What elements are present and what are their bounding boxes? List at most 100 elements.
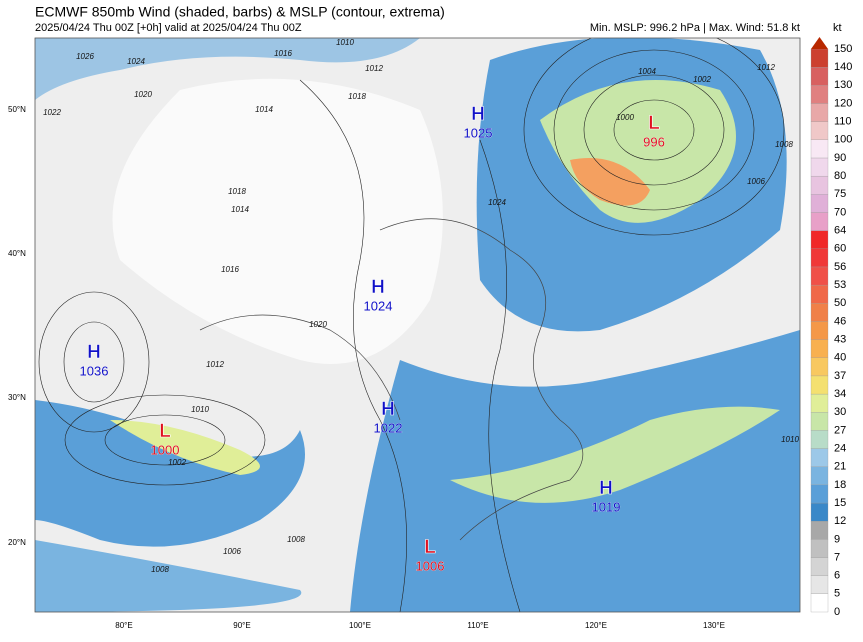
contour-label: 1010 — [336, 38, 354, 47]
center-kind: H — [471, 104, 485, 125]
colorbar-label: 90 — [834, 152, 846, 164]
contour-label: 1008 — [775, 140, 793, 149]
colorbar-label: 110 — [834, 116, 852, 128]
colorbar-label: 56 — [834, 261, 846, 273]
contour-label: 1016 — [274, 49, 292, 58]
colorbar-label: 40 — [834, 352, 846, 364]
colorbar-label: 43 — [834, 333, 846, 345]
colorbar-swatch — [810, 521, 829, 540]
contour-label: 1026 — [76, 52, 94, 61]
lon-label: 110°E — [467, 621, 488, 630]
colorbar-swatch — [810, 375, 829, 395]
center-value: 1000 — [151, 442, 180, 457]
colorbar-swatch — [810, 67, 829, 86]
contour-label: 1004 — [638, 67, 656, 76]
colorbar-swatch — [810, 557, 829, 576]
colorbar-label: 150 — [834, 43, 852, 55]
colorbar-swatch — [810, 139, 829, 159]
contour-label: 1024 — [488, 198, 506, 207]
colorbar-label: 75 — [834, 188, 846, 200]
colorbar-swatch — [810, 575, 829, 594]
colorbar-label: 46 — [834, 315, 846, 327]
colorbar-label: 50 — [834, 297, 846, 309]
colorbar-swatch — [810, 103, 829, 122]
lat-label: 50°N — [8, 105, 26, 114]
contour-label: 1008 — [151, 565, 169, 574]
center-kind: H — [87, 342, 101, 363]
colorbar-label: 7 — [834, 551, 840, 563]
center-value: 1019 — [592, 499, 621, 514]
colorbar-swatch — [810, 502, 829, 522]
colorbar-swatch — [810, 484, 829, 504]
subtitle: 2025/04/24 Thu 00Z [+0h] valid at 2025/0… — [35, 22, 302, 34]
lon-label: 80°E — [115, 621, 132, 630]
colorbar-swatch — [810, 393, 829, 413]
colorbar-swatch — [810, 284, 829, 304]
colorbar: 0567912151821242730343740434650535660647… — [810, 37, 852, 618]
colorbar-swatch — [810, 430, 829, 449]
colorbar-label: 80 — [834, 170, 846, 182]
center-kind: L — [159, 421, 171, 442]
contour-label: 1014 — [255, 105, 273, 114]
lon-label: 130°E — [703, 621, 725, 630]
colorbar-swatch — [810, 85, 829, 104]
colorbar-label: 130 — [834, 79, 852, 91]
contour-label: 1012 — [206, 360, 224, 369]
colorbar-swatch — [810, 412, 829, 431]
colorbar-swatch — [810, 48, 829, 68]
colorbar-swatch — [810, 357, 829, 377]
title: ECMWF 850mb Wind (shaded, barbs) & MSLP … — [35, 4, 445, 20]
center-kind: L — [424, 537, 436, 558]
colorbar-label: 21 — [834, 461, 846, 473]
contour-label: 1000 — [616, 113, 634, 122]
contour-label: 1006 — [747, 177, 765, 186]
colorbar-swatch — [810, 448, 829, 467]
center-value: 1025 — [464, 125, 493, 140]
colorbar-label: 53 — [834, 279, 846, 291]
colorbar-swatch — [810, 539, 829, 558]
colorbar-swatch — [810, 303, 829, 322]
colorbar-unit: kt — [833, 22, 842, 34]
stats: Min. MSLP: 996.2 hPa | Max. Wind: 51.8 k… — [590, 22, 800, 34]
center-value: 1022 — [374, 420, 403, 435]
contour-label: 1014 — [231, 205, 249, 214]
contour-label: 1020 — [134, 90, 152, 99]
lat-label: 30°N — [8, 393, 26, 402]
contour-label: 1018 — [348, 92, 366, 101]
colorbar-label: 60 — [834, 243, 846, 255]
center-value: 1006 — [416, 558, 445, 573]
center-value: 1024 — [364, 298, 393, 313]
colorbar-label: 100 — [834, 134, 852, 146]
contour-label: 1008 — [287, 535, 305, 544]
lon-label: 120°E — [585, 621, 607, 630]
colorbar-swatch — [810, 212, 829, 231]
contour-label: 1010 — [781, 435, 799, 444]
contour-label: 1010 — [191, 405, 209, 414]
colorbar-label: 12 — [834, 515, 846, 527]
center-kind: H — [381, 399, 395, 420]
colorbar-swatch — [810, 194, 829, 213]
colorbar-label: 0 — [834, 606, 840, 618]
lon-label: 100°E — [349, 621, 371, 630]
colorbar-label: 24 — [834, 442, 846, 454]
contour-label: 1024 — [127, 57, 145, 66]
lat-label: 20°N — [8, 538, 26, 547]
lat-label: 40°N — [8, 249, 26, 258]
contour-label: 1016 — [221, 265, 239, 274]
center-value: 996 — [643, 134, 665, 149]
center-kind: L — [648, 113, 660, 134]
colorbar-label: 5 — [834, 588, 840, 600]
colorbar-label: 64 — [834, 225, 846, 237]
colorbar-swatch — [810, 230, 829, 249]
center-kind: H — [599, 478, 613, 499]
colorbar-label: 140 — [834, 61, 852, 73]
contour-label: 1012 — [757, 63, 775, 72]
contour-label: 1020 — [309, 320, 327, 329]
colorbar-label: 18 — [834, 479, 846, 491]
colorbar-extend — [811, 37, 828, 49]
colorbar-swatch — [810, 121, 829, 140]
contour-label: 1012 — [365, 64, 383, 73]
contour-label: 1002 — [168, 458, 186, 467]
